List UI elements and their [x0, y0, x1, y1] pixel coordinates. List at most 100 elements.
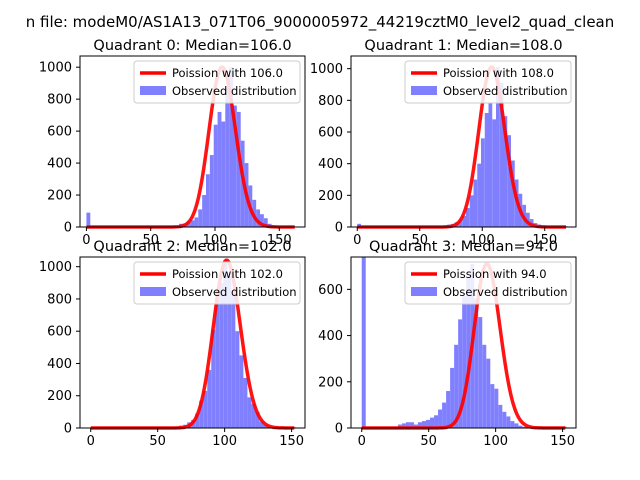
- legend-box: [133, 60, 301, 104]
- legend: Poission with 106.0 Observed distribution: [133, 60, 301, 104]
- x-tick-label: 100: [470, 233, 495, 248]
- histogram-bar: [86, 212, 91, 227]
- histogram-bar: [430, 417, 435, 428]
- histogram-bar: [256, 209, 260, 227]
- histogram-bar: [514, 423, 519, 428]
- histogram-bar: [446, 391, 451, 428]
- histogram-bar: [263, 424, 268, 428]
- y-tick-label: 1000: [39, 260, 72, 275]
- histogram-bar: [458, 219, 463, 227]
- histogram-bar: [259, 421, 264, 428]
- histogram-bar: [482, 344, 487, 428]
- histogram-bar: [466, 277, 471, 428]
- legend: Poission with 94.0 Observed distribution: [404, 261, 572, 305]
- histogram-bar: [194, 217, 199, 227]
- y-tick-label: 800: [318, 94, 343, 109]
- histogram-bar: [199, 400, 204, 428]
- histogram-bar: [198, 209, 203, 227]
- histogram-bar: [219, 282, 224, 428]
- histogram-bar: [526, 212, 530, 227]
- y-tick-label: 400: [47, 157, 72, 172]
- histogram-bar: [217, 111, 222, 227]
- x-tick-label: 0: [353, 233, 361, 248]
- histogram-bar: [454, 344, 459, 428]
- legend-label-model: Poission with 108.0: [443, 66, 554, 80]
- legend-patch-swatch: [411, 287, 437, 296]
- histogram-bar: [450, 367, 455, 428]
- histogram-bar: [498, 404, 503, 428]
- histogram-bar: [417, 422, 422, 428]
- subplot-3: 0 50 100 150 0 200 400 600 Quadrant 3: Median=94…: [318, 239, 577, 449]
- histogram-bar: [503, 116, 508, 227]
- histogram-bar: [361, 257, 366, 428]
- histogram-bar: [233, 105, 237, 227]
- histogram-bar: [247, 397, 252, 428]
- histogram-bar: [239, 355, 244, 428]
- axes-frame: [350, 256, 577, 429]
- histogram-bar: [236, 111, 241, 227]
- histogram-bar: [235, 331, 240, 428]
- y-tick-label: 400: [318, 157, 343, 172]
- histogram-bar: [229, 67, 233, 227]
- histogram-bar: [506, 416, 511, 428]
- x-tick-label: 150: [550, 434, 575, 449]
- y-tick-label: 600: [318, 283, 343, 298]
- y-tick-label: 600: [47, 125, 72, 140]
- histogram-bar: [227, 276, 232, 428]
- legend-label-model: Poission with 102.0: [172, 267, 283, 281]
- x-tick-label: 150: [279, 434, 304, 449]
- histogram-bar: [492, 119, 496, 227]
- histogram-bar: [474, 298, 479, 428]
- x-tick-label: 150: [267, 233, 292, 248]
- subplot-0: 0 50 100 150 0 200 400 600 800 1000 Quadrant 0: Me…: [39, 38, 306, 248]
- histogram-bar: [496, 67, 500, 227]
- y-tick-label: 600: [318, 126, 343, 141]
- histogram-bar: [263, 218, 268, 227]
- y-tick-label: 0: [64, 221, 72, 236]
- x-tick-label: 100: [483, 434, 508, 449]
- y-tick-label: 200: [47, 389, 72, 404]
- histogram-bar: [490, 384, 495, 428]
- histogram-bar: [206, 174, 210, 227]
- histogram-bar: [462, 296, 467, 428]
- histogram-bar: [522, 426, 527, 428]
- histogram-bar: [209, 155, 214, 227]
- axes-frame: [79, 256, 306, 429]
- histogram-bar: [438, 409, 443, 428]
- histogram-bar: [477, 163, 481, 227]
- x-tick-label: 150: [532, 233, 557, 248]
- y-tick-label: 200: [318, 189, 343, 204]
- legend-box: [133, 261, 301, 305]
- legend-patch-swatch: [140, 287, 166, 296]
- histogram-bar: [421, 421, 426, 428]
- legend-box: [404, 261, 572, 305]
- y-tick-label: 800: [47, 93, 72, 108]
- figure-suptitle: n file: modeM0/AS1A13_071T06_9000005972_…: [26, 13, 615, 32]
- histogram-bar: [510, 421, 515, 428]
- histogram-bar: [488, 103, 493, 227]
- y-tick-label: 800: [47, 292, 72, 307]
- x-tick-label: 50: [149, 434, 166, 449]
- y-tick-label: 400: [318, 329, 343, 344]
- histogram-bar: [195, 413, 200, 428]
- legend-label-observed: Observed distribution: [443, 285, 568, 299]
- histogram-bar: [225, 87, 230, 227]
- histogram-bar: [223, 260, 228, 428]
- subplot-2: 0 50 100 150 0 200 400 600 800 1000 Quadrant 2: Me…: [39, 239, 306, 449]
- histogram-bar: [502, 411, 507, 428]
- y-tick-label: 1000: [310, 62, 343, 77]
- histogram-bar: [405, 422, 410, 428]
- y-tick-label: 600: [47, 325, 72, 340]
- histogram-bar: [484, 113, 489, 227]
- histogram-bar: [207, 369, 212, 428]
- subplot-title: Quadrant 3: Median=94.0: [369, 239, 558, 255]
- histogram-bar: [469, 195, 474, 227]
- histogram-bar: [215, 298, 220, 428]
- axes-frame: [350, 55, 577, 228]
- subplot-title: Quadrant 1: Median=108.0: [364, 38, 562, 54]
- histogram-bar: [202, 195, 206, 227]
- histogram-bar: [442, 402, 447, 428]
- y-tick-label: 0: [335, 221, 343, 236]
- histogram-bar: [494, 388, 499, 428]
